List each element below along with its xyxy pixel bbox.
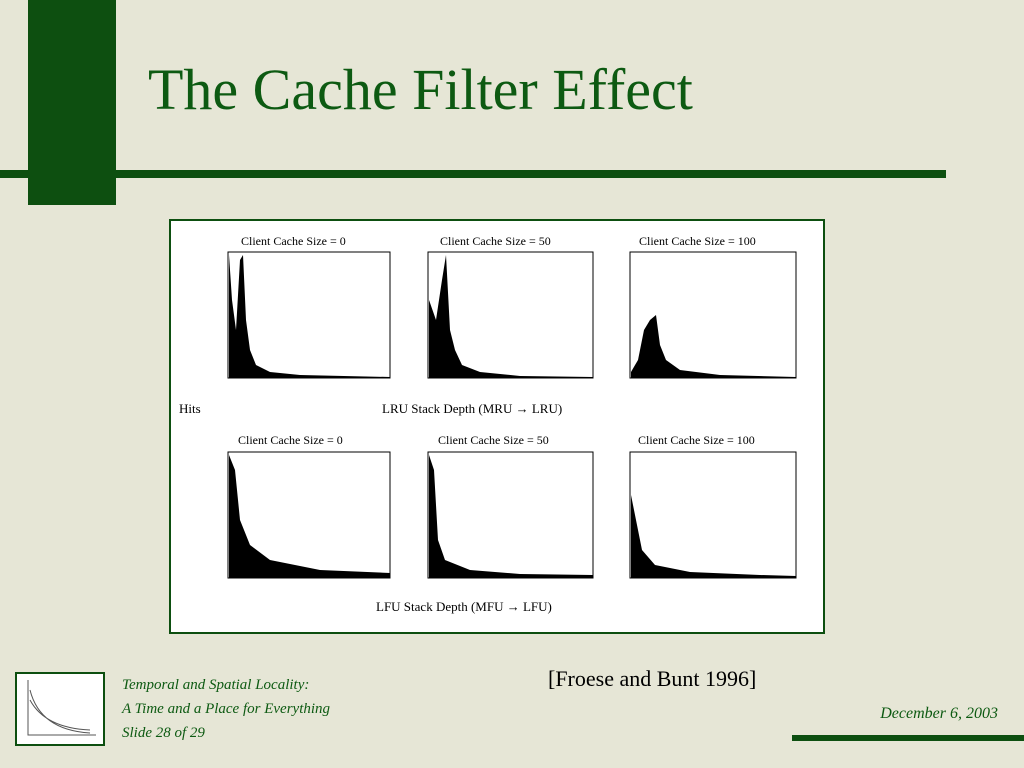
x-axis-label: LRU Stack Depth (MRU → LRU) xyxy=(382,401,562,416)
panel-title: Client Cache Size = 0 xyxy=(241,234,346,248)
footer-line: A Time and a Place for Everything xyxy=(122,701,331,717)
y-axis-label: Hits xyxy=(179,401,201,416)
footer-rule xyxy=(792,735,1024,741)
thumbnail xyxy=(15,672,105,746)
panel-title: Client Cache Size = 50 xyxy=(440,234,551,248)
slide-title: The Cache Filter Effect xyxy=(148,57,693,122)
title-rule xyxy=(0,170,946,178)
date: December 6, 2003 xyxy=(880,705,998,722)
thumbnail-graph xyxy=(27,680,96,736)
citation: [Froese and Bunt 1996] xyxy=(548,666,757,691)
footer-line: Slide 28 of 29 xyxy=(122,725,205,741)
histogram-shapes xyxy=(229,255,796,578)
panel-title: Client Cache Size = 100 xyxy=(639,234,756,248)
footer-line: Temporal and Spatial Locality: xyxy=(122,677,310,693)
panel-title: Client Cache Size = 0 xyxy=(238,433,343,447)
panel-title: Client Cache Size = 50 xyxy=(438,433,549,447)
panel-title: Client Cache Size = 100 xyxy=(638,433,755,447)
x-axis-label: LFU Stack Depth (MFU → LFU) xyxy=(376,599,552,614)
